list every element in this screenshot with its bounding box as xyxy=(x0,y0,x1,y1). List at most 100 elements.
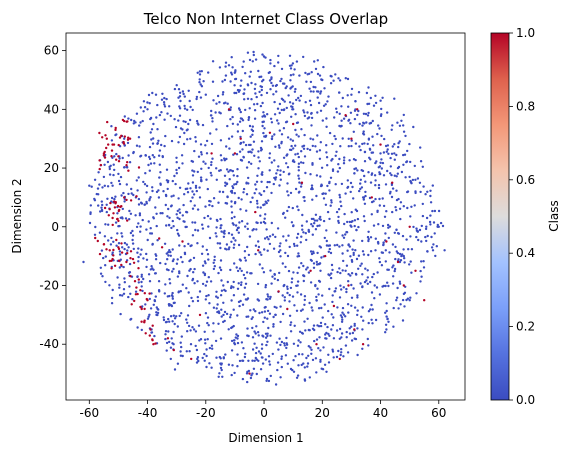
data-point-class-0 xyxy=(303,155,307,158)
data-point-class-0 xyxy=(346,249,349,252)
data-point-class-0 xyxy=(319,215,322,219)
data-point-class-0 xyxy=(354,108,357,111)
data-point-class-0 xyxy=(319,349,322,352)
data-point-class-1 xyxy=(257,249,260,252)
data-point-class-0 xyxy=(374,237,377,240)
data-point-class-0 xyxy=(342,259,345,263)
data-point-class-0 xyxy=(303,295,307,298)
data-point-class-0 xyxy=(135,225,139,229)
data-point-class-0 xyxy=(178,135,182,139)
data-point-class-0 xyxy=(399,259,403,262)
data-point-class-1 xyxy=(239,137,242,140)
data-point-class-0 xyxy=(338,196,342,199)
data-point-class-0 xyxy=(243,286,247,289)
data-point-class-0 xyxy=(231,169,234,173)
data-point-class-0 xyxy=(344,77,347,80)
data-point-class-0 xyxy=(244,225,247,228)
data-point-class-0 xyxy=(361,347,364,350)
data-point-class-0 xyxy=(331,294,334,297)
data-point-class-0 xyxy=(395,153,398,157)
data-point-class-0 xyxy=(301,213,304,217)
data-point-class-0 xyxy=(148,102,151,105)
data-point-class-0 xyxy=(97,204,100,207)
data-point-class-0 xyxy=(112,240,115,243)
data-point-class-0 xyxy=(344,233,347,236)
data-point-class-0 xyxy=(315,219,319,222)
data-point-class-0 xyxy=(369,280,372,284)
data-point-class-0 xyxy=(255,358,258,361)
data-point-class-0 xyxy=(384,311,387,314)
data-point-class-0 xyxy=(197,155,201,158)
data-point-class-1 xyxy=(99,163,103,167)
data-point-class-0 xyxy=(329,251,333,255)
data-point-class-0 xyxy=(229,268,232,272)
data-point-class-0 xyxy=(263,115,267,118)
data-point-class-0 xyxy=(150,138,153,141)
data-point-class-0 xyxy=(231,66,234,69)
data-point-class-0 xyxy=(245,271,249,274)
data-point-class-0 xyxy=(316,111,319,114)
data-point-class-0 xyxy=(367,171,370,174)
data-point-class-1 xyxy=(126,120,129,123)
data-point-class-0 xyxy=(340,288,343,291)
data-point-class-0 xyxy=(342,355,345,358)
data-point-class-0 xyxy=(344,192,347,195)
data-point-class-0 xyxy=(266,334,269,338)
data-point-class-0 xyxy=(252,50,255,54)
data-point-class-0 xyxy=(244,108,247,112)
data-point-class-0 xyxy=(268,156,271,160)
data-point-class-0 xyxy=(298,74,301,77)
data-point-class-0 xyxy=(315,260,318,264)
data-point-class-0 xyxy=(100,249,104,252)
data-point-class-0 xyxy=(382,243,385,247)
data-point-class-0 xyxy=(380,107,383,111)
data-point-class-0 xyxy=(195,119,199,123)
data-point-class-0 xyxy=(216,242,219,245)
data-point-class-0 xyxy=(220,362,223,365)
data-point-class-0 xyxy=(342,162,346,165)
data-point-class-0 xyxy=(324,103,327,106)
data-point-class-1 xyxy=(396,260,400,264)
data-point-class-0 xyxy=(279,173,282,177)
data-point-class-0 xyxy=(213,258,216,262)
data-point-class-0 xyxy=(230,56,233,59)
data-point-class-0 xyxy=(292,147,295,150)
data-point-class-0 xyxy=(166,215,169,218)
data-point-class-0 xyxy=(223,159,226,162)
data-point-class-0 xyxy=(367,86,370,89)
data-point-class-0 xyxy=(276,368,279,372)
data-point-class-0 xyxy=(366,142,369,146)
data-point-class-0 xyxy=(259,206,262,209)
data-point-class-0 xyxy=(139,121,142,124)
data-point-class-0 xyxy=(262,131,265,135)
data-point-class-0 xyxy=(203,359,206,362)
data-point-class-0 xyxy=(143,106,147,109)
data-point-class-0 xyxy=(186,330,189,333)
data-point-class-0 xyxy=(236,337,239,340)
data-point-class-0 xyxy=(137,176,140,179)
data-point-class-0 xyxy=(329,204,332,207)
data-point-class-0 xyxy=(155,311,158,314)
data-point-class-0 xyxy=(386,268,389,271)
data-point-class-0 xyxy=(236,353,239,356)
data-point-class-0 xyxy=(316,224,319,228)
data-point-class-0 xyxy=(393,269,396,273)
data-point-class-0 xyxy=(376,240,380,244)
data-point-class-0 xyxy=(321,316,324,319)
data-point-class-0 xyxy=(256,331,260,334)
data-point-class-0 xyxy=(311,138,315,141)
data-point-class-0 xyxy=(157,189,160,192)
data-point-class-0 xyxy=(191,181,195,184)
data-point-class-0 xyxy=(205,354,208,358)
data-point-class-0 xyxy=(189,244,192,248)
data-point-class-0 xyxy=(210,174,213,177)
data-point-class-0 xyxy=(384,183,388,186)
data-point-class-0 xyxy=(177,96,180,99)
data-point-class-0 xyxy=(332,316,335,319)
data-point-class-0 xyxy=(238,150,242,153)
data-point-class-0 xyxy=(306,362,310,365)
data-point-class-0 xyxy=(315,150,319,153)
data-point-class-0 xyxy=(198,81,201,84)
data-point-class-0 xyxy=(346,303,350,306)
data-point-class-0 xyxy=(387,284,390,288)
